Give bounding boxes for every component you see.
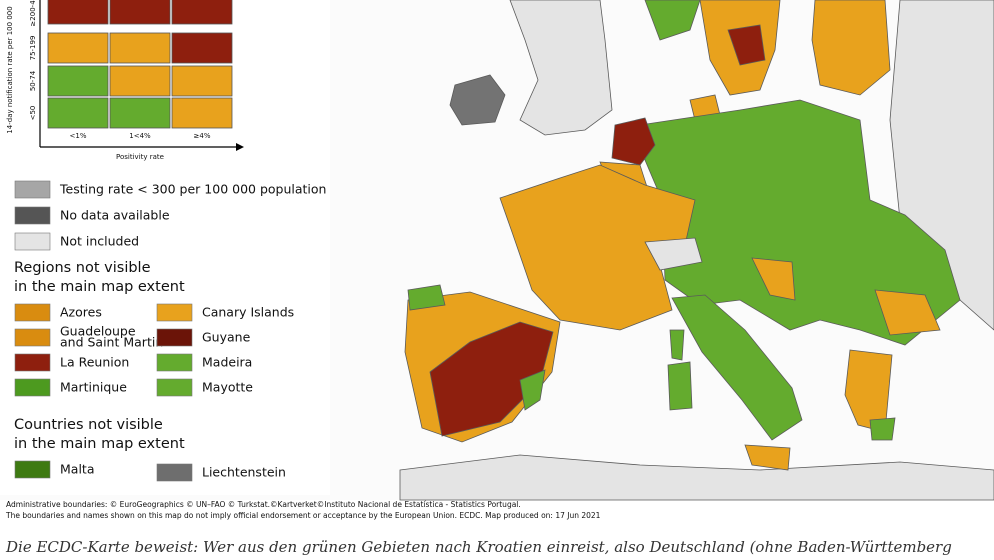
galicia xyxy=(407,284,446,311)
country-swatch xyxy=(14,460,51,479)
matrix-cell xyxy=(171,32,233,64)
matrix-cell xyxy=(47,97,109,129)
caption: Die ECDC-Karte beweist: Wer aus den grün… xyxy=(5,538,952,556)
region-swatch xyxy=(14,303,51,322)
matrix-cell xyxy=(109,32,171,64)
uk xyxy=(509,0,613,136)
attribution: Administrative boundaries: © EuroGeograp… xyxy=(6,500,521,509)
y-label: <50 xyxy=(29,106,37,121)
y-label: 75-199 xyxy=(29,36,37,61)
arrow-head xyxy=(236,143,244,151)
legend-label: No data available xyxy=(60,208,170,223)
italy xyxy=(671,294,803,441)
matrix-cell xyxy=(109,65,171,97)
section-title: Regions not visible xyxy=(14,260,151,276)
region-swatch xyxy=(156,303,193,322)
sweden-region xyxy=(727,24,766,66)
legend-label: Not included xyxy=(60,234,139,249)
region-swatch xyxy=(156,328,193,347)
region-swatch xyxy=(156,353,193,372)
sardinia xyxy=(667,361,693,411)
section-title: in the main map extent xyxy=(14,436,185,452)
region-label: La Reunion xyxy=(60,355,129,370)
sicily xyxy=(744,444,791,471)
section-title: Countries not visible xyxy=(14,417,163,433)
x-label: ≥4% xyxy=(194,132,211,140)
region-swatch xyxy=(14,353,51,372)
ireland xyxy=(449,74,506,126)
y-axis-title: 14-day notification rate per 100 000 xyxy=(6,6,14,133)
region-label: Madeira xyxy=(202,355,252,370)
section-title: in the main map extent xyxy=(14,279,185,295)
netherlands xyxy=(611,117,656,166)
region-label: Azores xyxy=(60,305,102,320)
matrix-cell xyxy=(109,0,171,25)
legend: ≥200-499 75-199 50-74 <50 <1% 1<4% ≥4% 14-day … xyxy=(0,0,330,495)
y-label: 50-74 xyxy=(29,70,37,91)
spain-region xyxy=(429,321,554,437)
matrix-cell xyxy=(109,97,171,129)
region-label: Martinique xyxy=(60,380,127,395)
region-label: Canary Islands xyxy=(202,305,294,320)
matrix-cell xyxy=(171,0,233,25)
country-label: Malta xyxy=(60,462,94,477)
peloponnese xyxy=(869,417,896,441)
region-label: and Saint Martin xyxy=(60,335,163,350)
region-swatch xyxy=(156,378,193,397)
matrix-cell xyxy=(47,0,109,25)
legend-swatch xyxy=(14,180,51,199)
x-label: 1<4% xyxy=(129,132,151,140)
region-label: Guadeloupe xyxy=(60,324,136,339)
africa xyxy=(399,454,994,501)
switzerland xyxy=(644,237,703,271)
x-label: <1% xyxy=(70,132,87,140)
matrix-cell xyxy=(171,65,233,97)
x-axis-title: Positivity rate xyxy=(116,153,164,161)
east-region-orange xyxy=(874,289,941,336)
y-label: ≥200-499 xyxy=(29,0,37,27)
country-label: Liechtenstein xyxy=(202,465,286,480)
matrix-cell xyxy=(171,97,233,129)
matrix-cell xyxy=(47,65,109,97)
corsica xyxy=(669,329,685,361)
valencia xyxy=(519,369,546,411)
legend-swatch xyxy=(14,206,51,225)
legend-label: Testing rate < 300 per 100 000 populatio… xyxy=(59,182,326,197)
region-label: Mayotte xyxy=(202,380,253,395)
region-swatch xyxy=(14,378,51,397)
croatia xyxy=(751,257,796,301)
attribution: The boundaries and names shown on this m… xyxy=(5,511,601,520)
region-label: Guyane xyxy=(202,330,251,345)
matrix-cell xyxy=(47,32,109,64)
legend-swatch xyxy=(14,232,51,251)
country-swatch xyxy=(156,463,193,482)
finland xyxy=(811,0,891,96)
norway-area xyxy=(644,0,701,41)
region-swatch xyxy=(14,328,51,347)
